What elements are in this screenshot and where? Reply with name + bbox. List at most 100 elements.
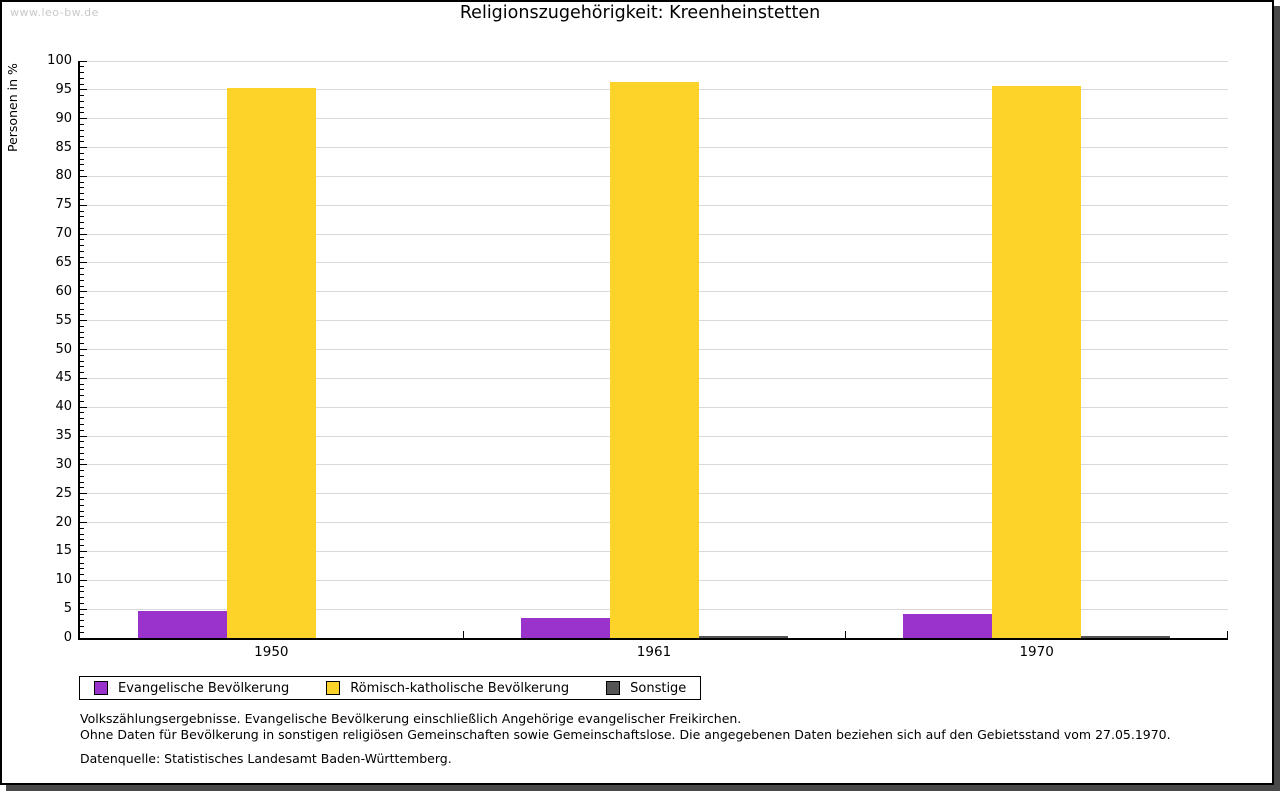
y-minor-tick [80, 337, 84, 339]
y-tick-label: 0 [63, 630, 72, 645]
legend-item: Evangelische Bevölkerung [94, 681, 289, 696]
y-minor-tick [80, 510, 84, 512]
legend: Evangelische Bevölkerung Römisch-katholis… [79, 676, 702, 700]
y-major-tick [80, 493, 87, 495]
y-minor-tick [80, 527, 84, 529]
y-tick-label: 90 [55, 110, 72, 126]
y-minor-tick [80, 158, 84, 160]
y-major-tick [80, 550, 87, 552]
y-minor-tick [80, 77, 84, 79]
y-minor-tick [80, 152, 84, 154]
legend-item: Sonstige [606, 681, 686, 696]
y-minor-tick [80, 452, 84, 454]
y-minor-tick [80, 545, 84, 547]
y-major-tick [80, 406, 87, 408]
y-minor-tick [80, 170, 84, 172]
bar-r-misch-katholische-bev-lkerung-1950 [226, 88, 316, 638]
y-major-tick [80, 320, 87, 322]
y-minor-tick [80, 470, 84, 472]
y-major-tick [80, 608, 87, 610]
y-minor-tick [80, 475, 84, 477]
x-axis-tick [1227, 631, 1228, 638]
y-minor-tick [80, 123, 84, 125]
y-minor-tick [80, 112, 84, 114]
y-tick-label: 65 [55, 254, 72, 270]
y-tick-label: 5 [63, 601, 72, 617]
y-major-tick [80, 118, 87, 120]
y-tick-label: 30 [55, 456, 72, 472]
x-axis-tick [462, 631, 464, 638]
y-minor-tick [80, 343, 84, 345]
plot-area: 0 5 10 15 20 25 30 35 40 45 50 55 60 65 70 75 80 85 90 95 10… [47, 53, 1228, 660]
y-major-tick [80, 60, 87, 62]
y-gridline [80, 60, 1228, 62]
y-major-tick [80, 233, 87, 235]
x-axis-label: 1970 [1019, 644, 1054, 660]
y-minor-tick [80, 614, 84, 616]
x-axis-label: 1950 [254, 644, 289, 660]
y-minor-tick [80, 239, 84, 241]
bar-r-misch-katholische-bev-lkerung-1961 [609, 81, 699, 638]
bar-evangelische-bev-lkerung-1950 [137, 611, 227, 638]
chart-title: Religionszugehörigkeit: Kreenheinstetten [459, 3, 821, 23]
y-minor-tick [80, 314, 84, 316]
y-minor-tick [80, 100, 84, 102]
y-minor-tick [80, 193, 84, 195]
y-minor-tick [80, 539, 84, 541]
y-minor-tick [80, 372, 84, 374]
y-minor-tick [80, 620, 84, 622]
y-minor-tick [80, 412, 84, 414]
y-minor-tick [80, 141, 84, 143]
y-minor-tick [80, 210, 84, 212]
y-tick-label: 100 [47, 53, 72, 68]
y-minor-tick [80, 95, 84, 97]
x-axis-label: 1961 [636, 644, 672, 660]
y-major-tick [80, 349, 87, 350]
watermark: www.leo-bw.de [10, 6, 99, 19]
y-tick-label: 70 [55, 226, 72, 242]
y-tick-label: 55 [55, 312, 72, 328]
y-tick-label: 10 [55, 572, 72, 588]
y-minor-tick [80, 274, 84, 275]
y-major-tick [80, 89, 87, 91]
x-axis-tick [845, 631, 847, 638]
y-tick-label: 60 [55, 283, 72, 299]
y-major-tick [80, 262, 87, 264]
y-minor-tick [80, 83, 84, 85]
y-minor-tick [80, 325, 84, 327]
y-major-tick [80, 175, 87, 177]
y-minor-tick [80, 366, 84, 368]
y-tick-label: 95 [55, 81, 72, 97]
y-tick-label: 15 [55, 543, 72, 559]
y-minor-tick [80, 354, 84, 356]
y-minor-tick [80, 504, 84, 506]
y-minor-tick [80, 245, 84, 247]
y-minor-tick [80, 533, 84, 535]
y-tick-label: 85 [55, 139, 72, 155]
y-minor-tick [80, 216, 84, 218]
y-major-tick [80, 377, 87, 379]
y-minor-tick [80, 499, 84, 501]
y-minor-tick [80, 106, 84, 108]
y-minor-tick [80, 597, 84, 599]
bar-r-misch-katholische-bev-lkerung-1970 [992, 85, 1082, 638]
y-minor-tick [80, 360, 84, 362]
y-major-tick [80, 435, 87, 437]
bar-sonstige-1970 [1081, 636, 1171, 638]
y-minor-tick [80, 458, 84, 460]
bar-evangelische-bev-lkerung-1970 [903, 613, 993, 638]
y-major-tick [80, 579, 87, 581]
bar-sonstige-1961 [698, 636, 788, 638]
y-minor-tick [80, 308, 84, 310]
legend-label: Römisch-katholische Bevölkerung [350, 680, 570, 696]
y-minor-tick [80, 556, 84, 558]
y-minor-tick [80, 400, 84, 402]
y-minor-tick [80, 129, 84, 131]
y-minor-tick [80, 164, 84, 166]
y-minor-tick [80, 447, 84, 449]
y-tick-label: 75 [55, 197, 72, 213]
y-minor-tick [80, 279, 84, 281]
y-minor-tick [80, 66, 84, 68]
y-minor-tick [80, 562, 84, 564]
